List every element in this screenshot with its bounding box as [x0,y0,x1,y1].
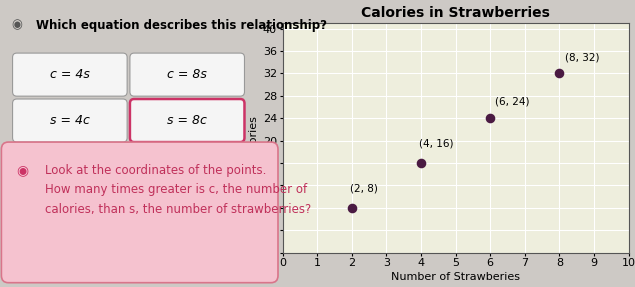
Text: ◉: ◉ [11,19,22,32]
FancyBboxPatch shape [130,99,244,142]
Point [485,116,495,121]
Text: s = 4c: s = 4c [50,114,90,127]
Text: (6, 24): (6, 24) [495,97,530,107]
Y-axis label: Calories: Calories [249,115,258,160]
FancyBboxPatch shape [13,53,127,96]
Text: s = 8c: s = 8c [167,114,207,127]
Text: c = 8s: c = 8s [167,68,207,81]
FancyBboxPatch shape [130,53,244,96]
FancyBboxPatch shape [13,99,127,142]
X-axis label: Number of Strawberies: Number of Strawberies [391,272,520,282]
Text: c = 4s: c = 4s [50,68,90,81]
Point [416,161,426,165]
Text: Look at the coordinates of the points.
How many times greater is c, the number o: Look at the coordinates of the points. H… [44,164,311,216]
Text: (4, 16): (4, 16) [419,139,454,149]
FancyBboxPatch shape [1,142,278,283]
Text: (2, 8): (2, 8) [350,184,378,194]
Point [554,71,565,76]
Text: Which equation describes this relationship?: Which equation describes this relationsh… [36,19,327,32]
Text: (8, 32): (8, 32) [565,52,599,62]
Title: Calories in Strawberries: Calories in Strawberries [361,6,550,20]
Text: ◉: ◉ [17,164,29,178]
Point [347,205,357,210]
